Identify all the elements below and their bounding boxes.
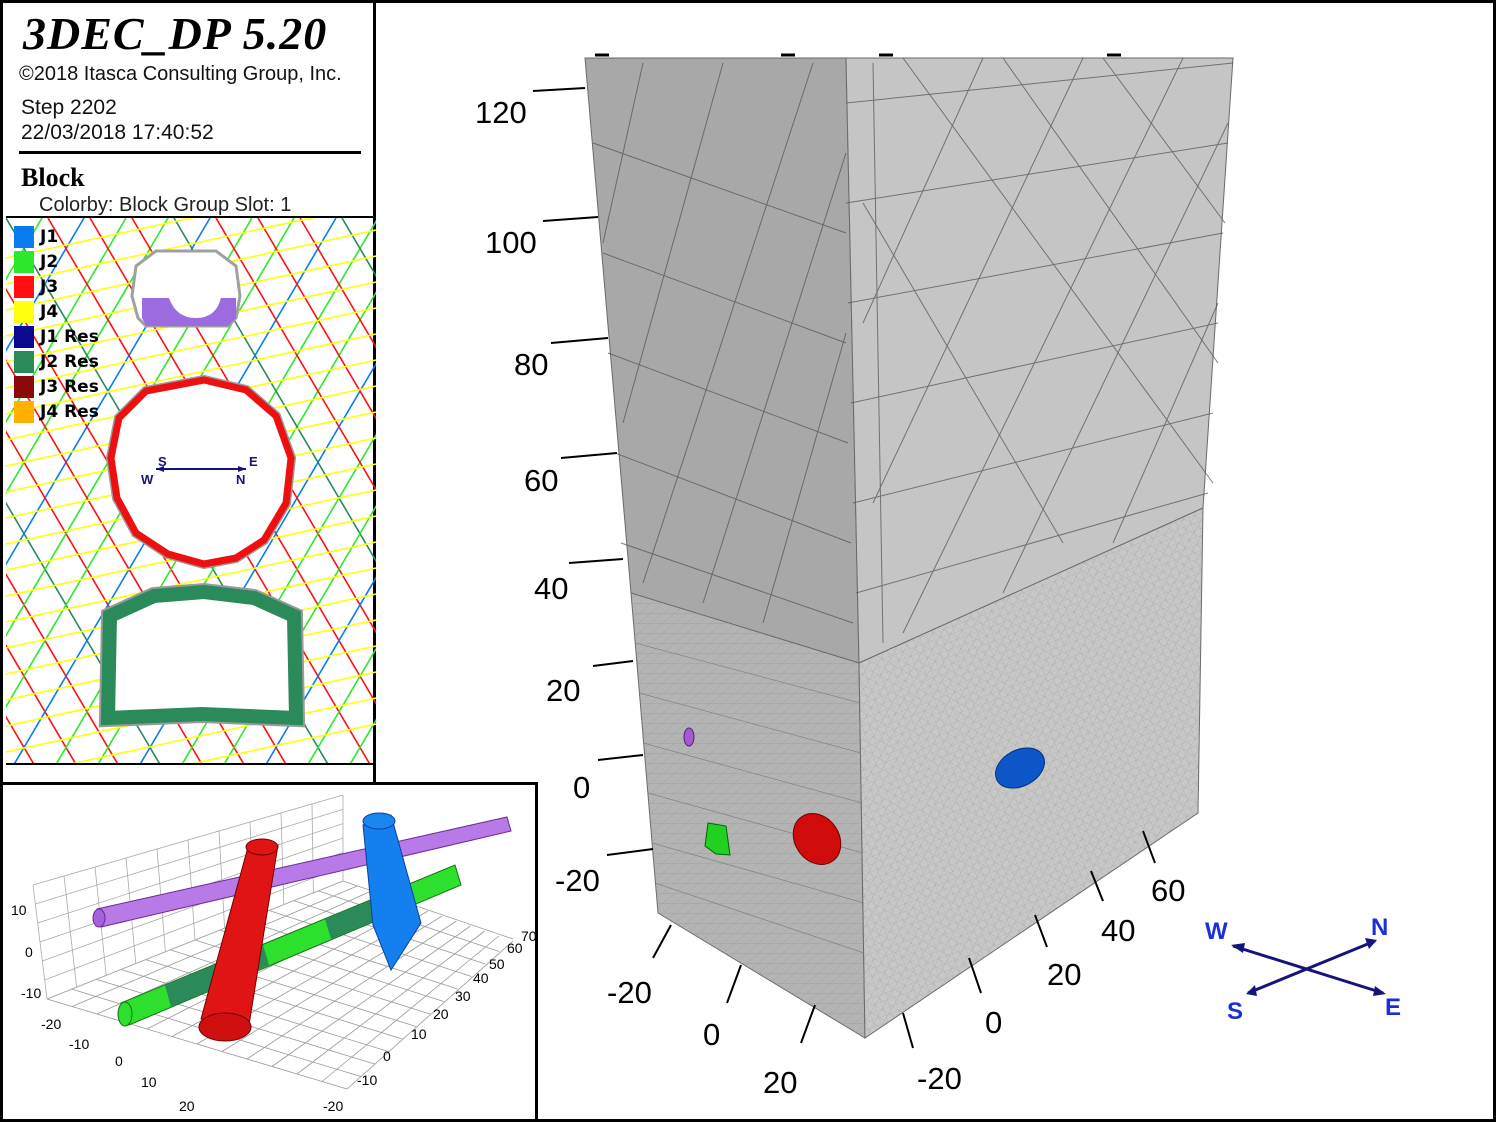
x-tick-label: 0 <box>703 1017 720 1052</box>
inset-y-tick: 0 <box>383 1048 391 1064</box>
legend-label: J2 <box>40 252 59 272</box>
y-tick-label: 60 <box>1151 873 1185 908</box>
timestamp: 22/03/2018 17:40:52 <box>21 121 214 144</box>
colorby-label: Colorby: Block Group Slot: 1 <box>39 194 292 216</box>
z-tick-label: 80 <box>514 347 548 382</box>
tunnel-j3-opening <box>792 813 842 865</box>
legend-swatch <box>14 276 34 298</box>
inset-y-tick: 40 <box>473 970 489 986</box>
legend-label: J4 Res <box>40 402 99 422</box>
legend-swatch <box>14 251 34 273</box>
legend-swatch <box>14 376 34 398</box>
y-tick-label: 40 <box>1101 913 1135 948</box>
inset-x-tick: 20 <box>179 1098 195 1114</box>
z-tick-label: 40 <box>534 571 568 606</box>
compass-e-label: E <box>1385 994 1401 1021</box>
legend-item: J2 <box>14 251 58 273</box>
legend-panel: 3DEC_DP 5.20 ©2018 Itasca Consulting Gro… <box>0 0 376 785</box>
y-tick-label: 20 <box>1047 957 1081 992</box>
copyright-text: ©2018 Itasca Consulting Group, Inc. <box>19 63 342 85</box>
inset-z-tick: 0 <box>25 944 33 960</box>
compass-n-label: N <box>1371 914 1388 941</box>
compass-s-label: S <box>1227 998 1243 1025</box>
inset-y-tick: 50 <box>489 956 505 972</box>
legend-swatch <box>14 351 34 373</box>
legend-label: J2 Res <box>40 352 99 372</box>
cross-section-view: W S E N J1 J2 J3 J4 J1 Res J2 Res J3 Res J4 Res <box>6 216 376 765</box>
mini-compass-e: E <box>249 454 258 469</box>
inset-y-tick: 60 <box>507 940 523 956</box>
inset-x-tick: -10 <box>69 1036 89 1052</box>
joint-traces <box>592 57 1234 644</box>
inset-z-tick: -20 <box>41 1016 61 1032</box>
inset-y-tick: 30 <box>455 988 471 1004</box>
legend-label: J1 Res <box>40 327 99 347</box>
legend-label: J3 <box>40 277 59 297</box>
inset-y-tick: 70 <box>521 928 535 944</box>
legend-item: J1 <box>14 226 58 248</box>
x-tick-label: -20 <box>607 975 652 1010</box>
tunnel-layout-inset: 10 0 -10 -20 -10 0 10 20 70 60 50 40 30 … <box>0 782 538 1122</box>
legend-label: J1 <box>40 227 59 247</box>
mini-compass-w: W <box>141 472 154 487</box>
legend-item: J3 Res <box>14 376 99 398</box>
y-tick-label: 0 <box>985 1005 1002 1040</box>
legend-item: J4 <box>14 301 58 323</box>
inset-y-tick: -10 <box>357 1072 377 1088</box>
tunnel-j1-bar <box>362 812 422 972</box>
inset-z-tick: -10 <box>21 985 41 1001</box>
tunnel-j1-opening <box>995 747 1045 789</box>
block-front-face <box>584 57 860 664</box>
legend-swatch <box>14 401 34 423</box>
z-tick-label: 0 <box>573 770 590 805</box>
mini-compass-n: N <box>236 472 245 487</box>
inset-x-tick: 0 <box>115 1053 123 1069</box>
legend-swatch <box>14 226 34 248</box>
header-divider <box>19 151 361 154</box>
tunnel-j4-opening <box>683 727 695 747</box>
legend-item: J4 Res <box>14 401 99 423</box>
step-counter: Step 2202 <box>21 96 117 119</box>
legend-item: J1 Res <box>14 326 99 348</box>
inset-y-tick: 20 <box>433 1006 449 1022</box>
model-view[interactable]: 120 100 80 60 40 20 0 -20 -20 0 20 60 40… <box>3 3 1493 1119</box>
compass-rose: W N S E <box>1205 914 1401 1025</box>
legend-swatch <box>14 301 34 323</box>
inset-x-tick: 10 <box>141 1074 157 1090</box>
legend-item: J2 Res <box>14 351 99 373</box>
legend-swatch <box>14 326 34 348</box>
compass-w-label: W <box>1205 918 1228 945</box>
plot-heading: Block <box>21 163 85 192</box>
legend-label: J4 <box>40 302 59 322</box>
z-tick-label: 100 <box>485 225 537 260</box>
z-tick-label: 60 <box>524 463 558 498</box>
legend-label: J3 Res <box>40 377 99 397</box>
x-tick-label: 20 <box>763 1065 797 1100</box>
y-tick-label: -20 <box>917 1061 962 1096</box>
tunnel-j2-opening <box>704 822 731 856</box>
z-tick-label: 20 <box>546 673 580 708</box>
tunnel-j3-bar <box>198 838 279 1042</box>
inset-y-tick: -20 <box>323 1098 343 1114</box>
mini-compass-s: S <box>158 454 167 469</box>
app-title: 3DEC_DP 5.20 <box>23 8 328 59</box>
z-tick-label: -20 <box>555 863 600 898</box>
inset-z-tick: 10 <box>11 902 27 918</box>
inset-y-tick: 10 <box>411 1026 427 1042</box>
z-tick-label: 120 <box>475 95 527 130</box>
legend-item: J3 <box>14 276 58 298</box>
